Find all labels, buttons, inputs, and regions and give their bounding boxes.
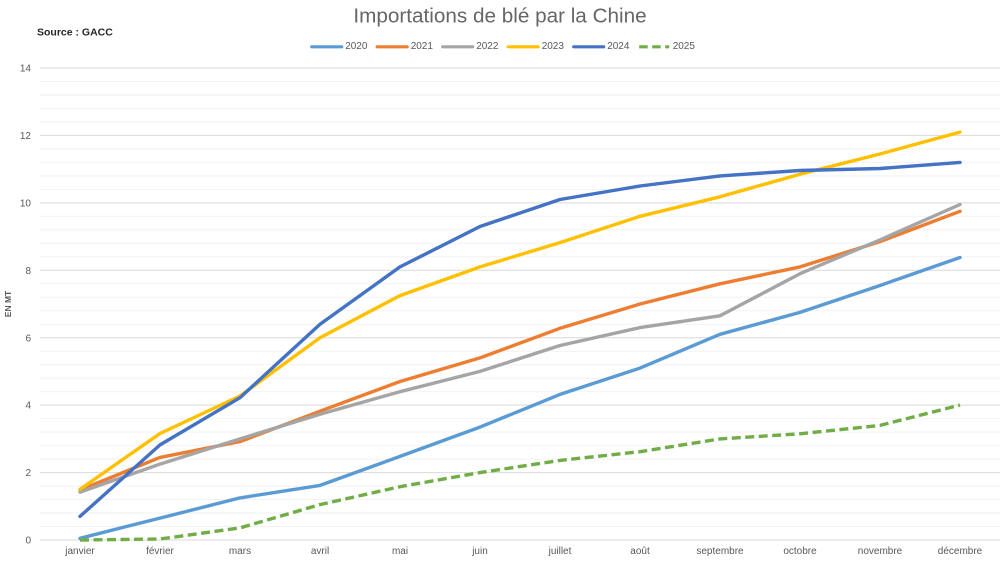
svg-text:juin: juin [471,546,488,557]
svg-text:14: 14 [20,64,32,75]
svg-text:2023: 2023 [542,41,565,52]
svg-text:Source : GACC: Source : GACC [37,27,113,39]
svg-text:8: 8 [25,266,31,277]
svg-text:avril: avril [311,546,329,557]
svg-text:EN MT: EN MT [3,290,13,317]
svg-text:janvier: janvier [64,546,95,557]
svg-text:juillet: juillet [548,546,572,557]
svg-text:octobre: octobre [783,546,817,557]
svg-text:août: août [630,546,650,557]
svg-text:décembre: décembre [938,546,983,557]
svg-text:mars: mars [229,546,251,557]
svg-text:0: 0 [25,536,31,547]
svg-text:6: 6 [25,333,31,344]
svg-text:2025: 2025 [673,41,696,52]
svg-text:novembre: novembre [858,546,903,557]
svg-text:4: 4 [25,401,31,412]
svg-text:2024: 2024 [607,41,630,52]
svg-text:12: 12 [20,131,32,142]
svg-text:2020: 2020 [345,41,368,52]
svg-text:2: 2 [25,468,31,479]
svg-text:mai: mai [392,546,408,557]
svg-text:2022: 2022 [476,41,499,52]
svg-text:Importations de blé par la Chi: Importations de blé par la Chine [353,5,646,28]
svg-text:2021: 2021 [411,41,434,52]
svg-text:10: 10 [20,199,32,210]
svg-text:février: février [146,546,174,557]
svg-text:septembre: septembre [696,546,744,557]
